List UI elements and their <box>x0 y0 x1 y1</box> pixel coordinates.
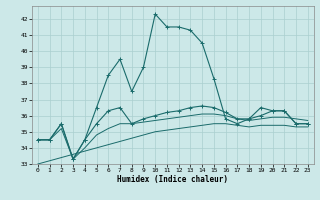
X-axis label: Humidex (Indice chaleur): Humidex (Indice chaleur) <box>117 175 228 184</box>
